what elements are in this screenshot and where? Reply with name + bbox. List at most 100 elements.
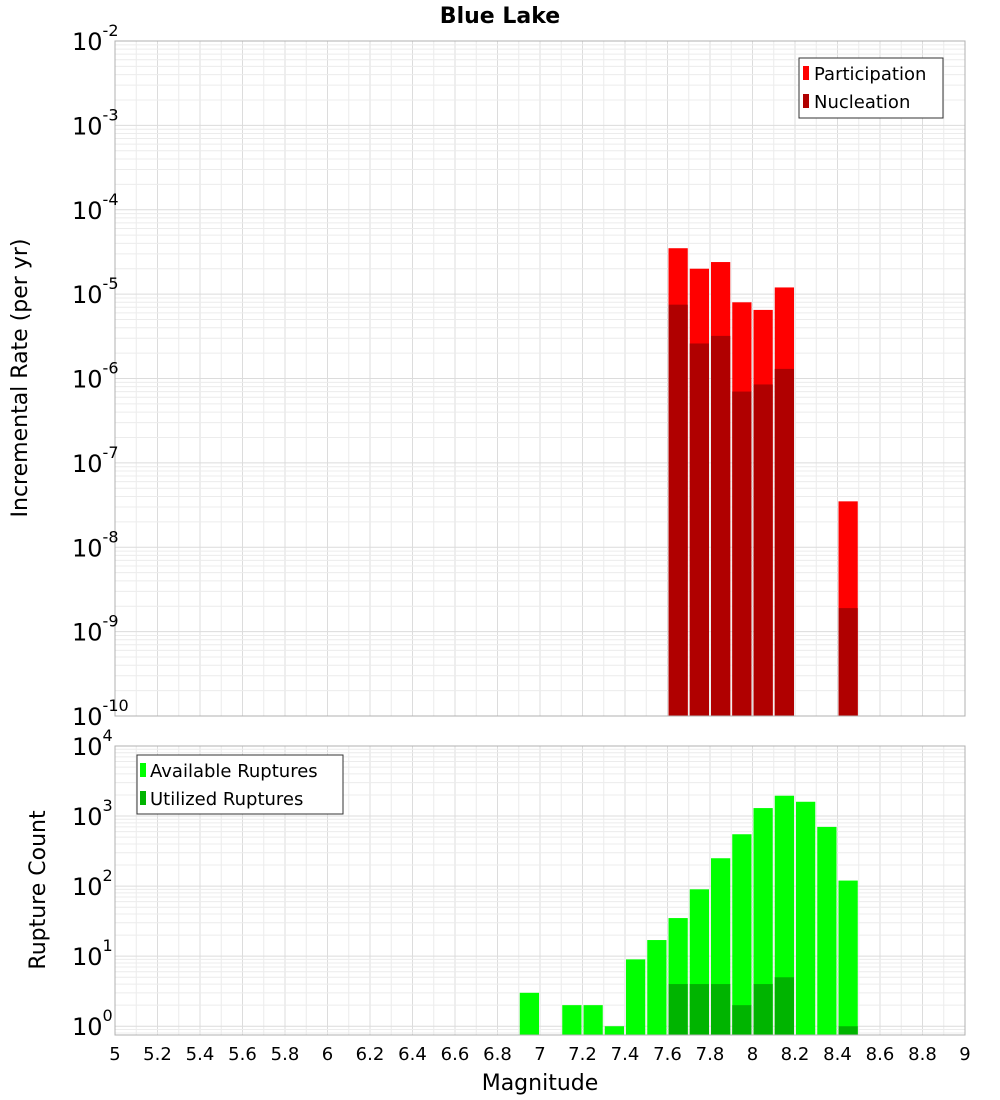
x-tick-label: 9 [959, 1044, 970, 1065]
x-tick-label: 5 [109, 1044, 120, 1065]
tick-exponent: -9 [103, 612, 119, 631]
tick-exponent: 1 [103, 936, 113, 955]
tick-base: 10 [72, 873, 103, 901]
legend-available-label: Available Ruptures [150, 761, 318, 782]
top-grid [114, 40, 966, 717]
tick-exponent: 4 [103, 726, 113, 745]
x-tick-label: 7.6 [653, 1044, 682, 1065]
top-panel: 10-210-310-410-510-610-710-810-910-10 In… [8, 21, 966, 731]
top-y-tick-label: 10-5 [72, 274, 119, 309]
top-y-tick-label: 10-4 [72, 190, 119, 225]
top-y-tick-label: 10-8 [72, 527, 119, 562]
tick-base: 10 [72, 366, 103, 394]
x-ticks: 5 5.2 5.4 5.6 5.8 6 6.2 6.4 6.6 6.8 7 7.2 7.4 7.6 7.8 8… [109, 1044, 970, 1065]
top-bar-series-2 [732, 391, 752, 716]
tick-exponent: 3 [103, 796, 113, 815]
top-plot-frame [114, 40, 966, 717]
bottom-bar-series-1 [626, 959, 646, 1035]
x-tick-label: 6.6 [441, 1044, 470, 1065]
legend-participation-label: Participation [814, 64, 926, 85]
top-y-tick-label: 10-7 [72, 443, 119, 478]
bottom-bar-series-1 [796, 801, 816, 1035]
x-tick-label: 8.6 [866, 1044, 895, 1065]
bottom-bar-series-2 [668, 984, 688, 1035]
tick-base: 10 [72, 197, 103, 225]
tick-exponent: -3 [103, 105, 119, 124]
x-tick-label: 7.4 [611, 1044, 640, 1065]
x-tick-label: 5.6 [228, 1044, 257, 1065]
bottom-y-tick-label: 101 [72, 936, 113, 971]
top-y-tick-label: 10-3 [72, 105, 119, 140]
x-tick-label: 6.2 [356, 1044, 385, 1065]
bottom-bar-series-1 [732, 834, 752, 1035]
x-axis-label: Magnitude [482, 1071, 599, 1096]
tick-base: 10 [72, 281, 103, 309]
chart-title: Blue Lake [440, 4, 560, 29]
bottom-plot-frame [114, 745, 966, 1036]
tick-exponent: 2 [103, 866, 113, 885]
bottom-bar-series-1 [562, 1005, 582, 1035]
bottom-bar-series-1 [647, 940, 667, 1035]
tick-exponent: -8 [103, 527, 119, 546]
x-tick-label: 8.8 [908, 1044, 937, 1065]
tick-base: 10 [72, 803, 103, 831]
bottom-legend: Available Ruptures Utilized Ruptures [136, 754, 344, 815]
tick-exponent: -7 [103, 443, 119, 462]
x-tick-label: 8.2 [781, 1044, 810, 1065]
tick-exponent: -6 [103, 359, 119, 378]
bottom-bar-series-2 [838, 1026, 858, 1035]
legend-utilized-swatch [140, 791, 146, 805]
tick-exponent: 0 [103, 1006, 113, 1025]
top-bar-series-2 [838, 608, 858, 716]
x-tick-label: 6.4 [398, 1044, 427, 1065]
bottom-y-tick-label: 100 [72, 1006, 113, 1041]
bottom-bar-series-2 [774, 977, 794, 1035]
bottom-bar-series-1 [838, 880, 858, 1035]
top-y-tick-label: 10-9 [72, 612, 119, 647]
tick-base: 10 [72, 112, 103, 140]
tick-exponent: -2 [103, 21, 119, 40]
legend-utilized-label: Utilized Ruptures [150, 789, 303, 810]
x-tick-label: 5.4 [186, 1044, 215, 1065]
x-tick-label: 7.8 [696, 1044, 725, 1065]
bottom-bar-series-1 [817, 826, 837, 1035]
bottom-bar-series-1 [519, 992, 539, 1035]
legend-available-swatch [140, 763, 146, 777]
tick-exponent: -5 [103, 274, 119, 293]
top-bars [668, 248, 858, 717]
bottom-bar-series-1 [774, 795, 794, 1035]
bottom-bars [519, 795, 858, 1035]
tick-base: 10 [72, 703, 103, 731]
x-tick-label: 8 [747, 1044, 758, 1065]
x-tick-label: 8.4 [823, 1044, 852, 1065]
top-legend: Participation Nucleation [798, 57, 944, 119]
top-bar-series-2 [711, 335, 731, 716]
bottom-y-tick-label: 104 [72, 726, 113, 761]
top-bar-series-2 [774, 368, 794, 716]
bottom-bar-series-2 [711, 984, 731, 1035]
tick-base: 10 [72, 1013, 103, 1041]
tick-base: 10 [72, 450, 103, 478]
top-bar-series-2 [689, 343, 709, 716]
bottom-bar-series-1 [753, 808, 773, 1035]
bottom-y-axis-label: Rupture Count [26, 810, 51, 970]
bottom-y-tick-label: 103 [72, 796, 113, 831]
bottom-grid [114, 745, 966, 1035]
tick-exponent: -10 [103, 696, 129, 715]
bottom-bar-series-1 [583, 1005, 603, 1035]
top-y-tick-label: 10-10 [72, 696, 129, 731]
x-tick-label: 7.2 [568, 1044, 597, 1065]
top-y-tick-label: 10-6 [72, 359, 119, 394]
top-bar-series-2 [668, 304, 688, 716]
bottom-legend-box [136, 754, 344, 815]
tick-base: 10 [72, 943, 103, 971]
legend-nucleation-swatch [803, 94, 809, 108]
legend-nucleation-label: Nucleation [814, 92, 910, 113]
x-tick-label: 5.8 [271, 1044, 300, 1065]
tick-base: 10 [72, 534, 103, 562]
x-tick-label: 6.8 [483, 1044, 512, 1065]
top-y-ticks: 10-210-310-410-510-610-710-810-910-10 [72, 21, 129, 731]
legend-participation-swatch [803, 66, 809, 80]
